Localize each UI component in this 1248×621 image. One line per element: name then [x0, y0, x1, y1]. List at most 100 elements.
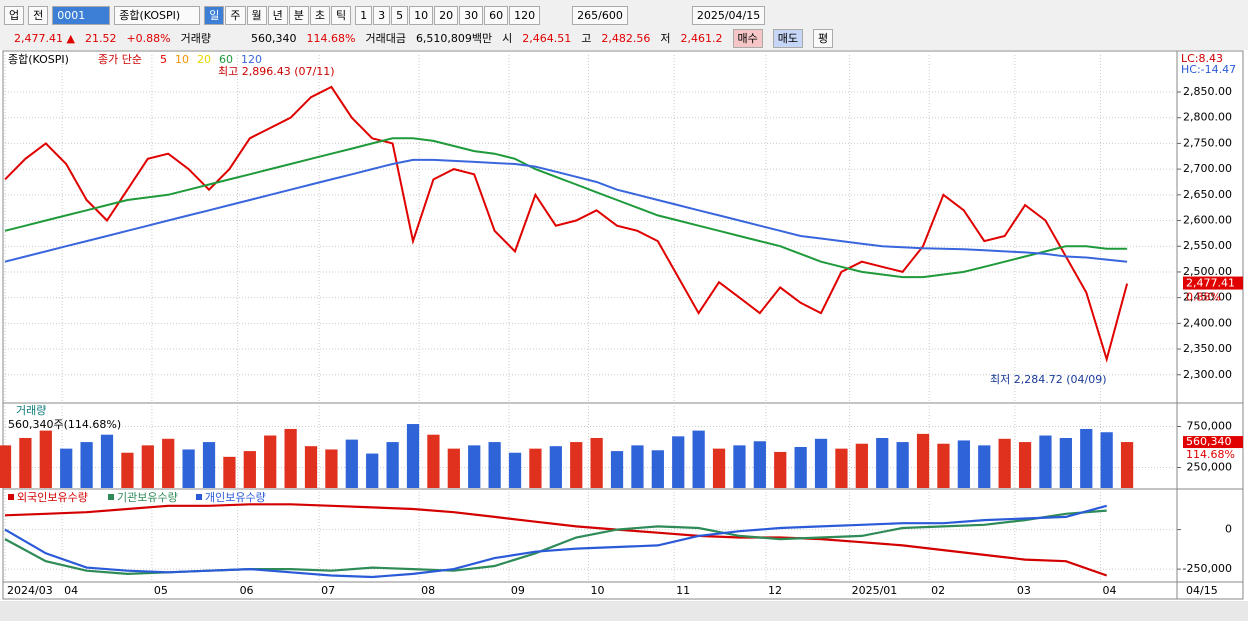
period-button[interactable]: 초	[309, 5, 330, 25]
y-tick-label: 2,350.00	[1183, 342, 1232, 355]
label: 저	[660, 32, 671, 45]
eval-button[interactable]: 평	[813, 28, 834, 48]
quote-bar: 2,477.41 ▲ 21.52 +0.88% 거래량 560,340 114.…	[0, 28, 1248, 48]
series-line	[4, 503, 1108, 577]
legend-item: 10	[175, 53, 189, 66]
y-tick-label: 2,600.00	[1183, 214, 1232, 227]
series-line	[4, 158, 1128, 263]
volume-bar	[100, 434, 114, 488]
y-tick-label: 2,500.00	[1183, 265, 1232, 278]
mode[interactable]: 전	[28, 5, 49, 25]
interval-button[interactable]: 60	[484, 5, 509, 25]
count[interactable]: 265/600	[572, 5, 628, 25]
volume-bar	[957, 440, 970, 488]
volume-bar	[223, 456, 236, 488]
volume-bar	[1120, 442, 1134, 488]
axis-date: 04/15	[1186, 584, 1218, 597]
interval-button[interactable]: 5	[391, 5, 409, 25]
y-tick-label: 2,450.00	[1183, 291, 1232, 304]
rate: +0.88%	[126, 31, 171, 45]
volume: 560,340	[251, 31, 297, 45]
date[interactable]: 2025/04/15	[691, 5, 766, 25]
interval-button[interactable]: 3	[373, 5, 391, 25]
market[interactable]: 업	[4, 5, 25, 25]
amount: 6,510,809백만	[415, 32, 493, 45]
volume-bar	[794, 447, 807, 488]
volume-bar	[1100, 432, 1113, 488]
x-tick-label: 08	[421, 584, 435, 597]
series-line	[4, 85, 1129, 363]
low: 2,461.2	[680, 31, 723, 45]
volume-bar	[468, 445, 481, 488]
volume-bar	[672, 436, 685, 488]
low-note: 최저 2,284.72 (04/09)	[990, 373, 1107, 386]
volume-bar	[590, 437, 603, 488]
change: 21.52	[84, 31, 117, 45]
volume-bar	[733, 445, 746, 488]
volume-bar	[80, 442, 93, 488]
buy-button[interactable]: 매수	[732, 28, 763, 48]
period-button[interactable]: 년	[267, 5, 288, 25]
volume-bar	[570, 442, 583, 488]
interval-button[interactable]: 30	[459, 5, 484, 25]
y-tick-label: 2,650.00	[1183, 188, 1232, 201]
x-tick-label: 06	[240, 584, 254, 597]
series-line	[4, 137, 1128, 279]
x-tick-label: 09	[511, 584, 525, 597]
legend-item: 5	[160, 53, 167, 66]
volume-bar	[712, 448, 726, 488]
period-button[interactable]: 분	[288, 5, 309, 25]
y-tick-label: 2,550.00	[1183, 239, 1232, 252]
x-tick-label: 10	[590, 584, 604, 597]
sell-button[interactable]: 매도	[772, 28, 804, 48]
volume-bar	[345, 439, 358, 488]
x-tick-label: 04	[1103, 584, 1117, 597]
legend-item: 120	[241, 53, 262, 66]
volume-bar	[202, 442, 216, 488]
x-tick-label: 12	[768, 584, 782, 597]
y-tick-label: 250,000	[1187, 461, 1233, 474]
interval-button[interactable]: 20	[434, 5, 459, 25]
x-tick-label: 11	[676, 584, 690, 597]
volume-bar	[508, 452, 522, 488]
volume-bar	[488, 442, 501, 488]
volume-last: 560,340	[1186, 435, 1232, 448]
interval-button[interactable]: 1	[355, 5, 373, 25]
volume-bar	[529, 448, 542, 488]
y-tick-label: -250,000	[1183, 562, 1232, 575]
volume-bar	[916, 433, 930, 488]
name[interactable]: 종합(KOSPI)	[114, 5, 201, 25]
intervals: 1 3 5 10 20 30 60 120	[355, 5, 541, 25]
y-tick-label: 2,300.00	[1183, 368, 1232, 381]
y-tick-label: 0	[1225, 523, 1232, 536]
high-note: 최고 2,896.43 (07/11)	[218, 65, 335, 78]
volume-bar	[406, 424, 420, 488]
period-button[interactable]: 주	[225, 5, 246, 25]
volume-bar	[998, 438, 1011, 488]
volume-bar	[814, 438, 828, 488]
volume-bar	[1080, 428, 1093, 488]
x-tick-label: 07	[321, 584, 335, 597]
volume-bar	[366, 453, 379, 488]
last-box	[1183, 436, 1243, 449]
code-input[interactable]: 0001	[52, 5, 111, 25]
volume-bar	[19, 437, 32, 488]
interval-button[interactable]: 10	[409, 5, 434, 25]
volume-current: 560,340주(114.68%)	[8, 418, 121, 431]
volume-bar	[0, 445, 12, 488]
volume-bar	[162, 438, 175, 488]
interval-button[interactable]: 120	[509, 5, 541, 25]
volume-bar	[1059, 437, 1072, 488]
series-line	[4, 504, 1107, 579]
period-button[interactable]: 일	[204, 5, 225, 25]
legend-item: 기관보유수량	[117, 491, 178, 504]
volume-bar	[243, 451, 256, 488]
legend-swatch	[8, 494, 14, 500]
y-tick-label: 2,850.00	[1183, 85, 1232, 98]
volume-bar	[141, 445, 154, 488]
volume-bar	[692, 430, 705, 488]
volume-bar	[651, 450, 664, 488]
period-button[interactable]: 월	[246, 5, 267, 25]
period-button[interactable]: 틱	[331, 5, 352, 25]
